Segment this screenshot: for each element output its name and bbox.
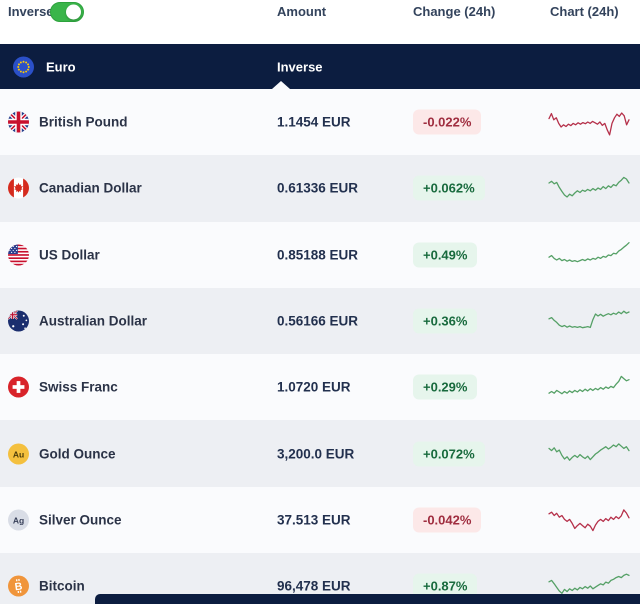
change-badge: +0.49% — [413, 242, 478, 268]
change-badge: +0.29% — [413, 374, 478, 400]
table-row[interactable]: Ag Silver Ounce 37.513 EUR -0.042% — [0, 486, 640, 554]
amount-value: 0.61336 EUR — [277, 180, 359, 196]
amount-value: 96,478 EUR — [277, 578, 351, 594]
column-header-amount: Amount — [277, 4, 327, 19]
toggle-knob-icon — [66, 4, 81, 20]
table-row[interactable]: Au Gold Ounce 3,200.0 EUR +0.072% — [0, 420, 640, 487]
currency-name: Gold Ounce — [39, 446, 116, 462]
silver-flag-icon: Ag — [8, 509, 29, 531]
table-row[interactable]: Canadian Dollar 0.61336 EUR +0.062% — [0, 155, 640, 222]
currency-name: Silver Ounce — [39, 512, 122, 528]
mode-column-label: Inverse — [277, 59, 323, 74]
btc-flag-icon: B — [8, 575, 29, 597]
inverse-toggle[interactable] — [50, 2, 84, 22]
currency-name: Swiss Franc — [39, 379, 118, 395]
sparkline-chart — [545, 303, 633, 339]
svg-text:B: B — [14, 581, 24, 594]
amount-value: 1.0720 EUR — [277, 379, 351, 395]
currency-name: Australian Dollar — [39, 313, 148, 329]
svg-text:Au: Au — [13, 449, 24, 459]
table-row[interactable]: US Dollar 0.85188 EUR +0.49% — [0, 221, 640, 288]
sparkline-chart — [545, 502, 633, 538]
change-badge: -0.022% — [413, 109, 482, 135]
column-header-chart: Chart (24h) — [550, 4, 619, 19]
chf-flag-icon — [8, 376, 29, 398]
cad-flag-icon — [8, 177, 29, 199]
gbp-flag-icon — [8, 111, 29, 133]
change-badge: +0.36% — [413, 308, 478, 334]
column-header-change: Change (24h) — [413, 4, 496, 19]
table-row[interactable]: Australian Dollar 0.56166 EUR +0.36% — [0, 287, 640, 355]
sparkline-chart — [545, 104, 633, 140]
sparkline-chart — [545, 369, 633, 405]
change-badge: +0.062% — [413, 175, 485, 201]
amount-value: 1.1454 EUR — [277, 114, 351, 130]
amount-value: 37.513 EUR — [277, 512, 351, 528]
sparkline-chart — [545, 568, 633, 604]
change-badge: -0.042% — [413, 507, 482, 533]
table-controls: Inverse Amount Change (24h) Chart (24h) — [0, 0, 640, 44]
next-section-header-sliver — [95, 594, 640, 604]
base-currency-name: Euro — [46, 59, 76, 74]
currency-name: US Dollar — [39, 247, 100, 263]
usd-flag-icon — [8, 244, 29, 266]
header-notch — [272, 81, 290, 89]
sparkline-chart — [545, 436, 633, 472]
table-row[interactable]: Swiss Franc 1.0720 EUR +0.29% — [0, 354, 640, 421]
change-badge: +0.072% — [413, 441, 485, 467]
rates-table: British Pound 1.1454 EUR -0.022% Canadia… — [0, 89, 640, 604]
table-row[interactable]: British Pound 1.1454 EUR -0.022% — [0, 89, 640, 156]
sparkline-chart — [545, 237, 633, 273]
amount-value: 3,200.0 EUR — [277, 446, 355, 462]
svg-text:Ag: Ag — [13, 515, 24, 525]
sparkline-chart — [545, 170, 633, 206]
amount-value: 0.56166 EUR — [277, 313, 359, 329]
base-currency-header: Euro Inverse — [0, 44, 640, 89]
gold-flag-icon: Au — [8, 443, 29, 465]
eu-flag-icon — [13, 56, 34, 77]
currency-name: Canadian Dollar — [39, 180, 142, 196]
amount-value: 0.85188 EUR — [277, 247, 359, 263]
inverse-toggle-label: Inverse — [8, 4, 54, 19]
currency-name: Bitcoin — [39, 578, 85, 594]
currency-name: British Pound — [39, 114, 128, 130]
aud-flag-icon — [8, 310, 29, 332]
